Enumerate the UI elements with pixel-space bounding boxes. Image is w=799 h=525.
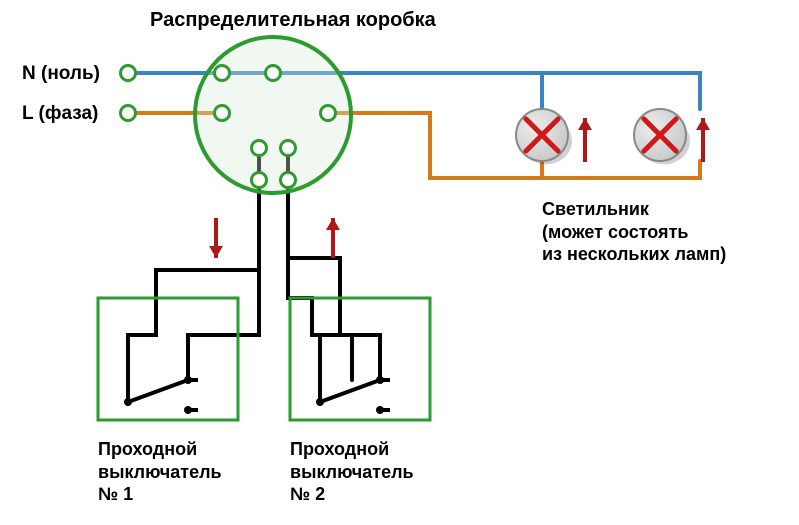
title-label: Распределительная коробка <box>150 8 436 33</box>
terminal <box>281 141 296 156</box>
terminal <box>281 173 296 188</box>
terminal <box>321 106 336 121</box>
neutral-input-label: N (ноль) <box>22 62 100 86</box>
live-input-label: L (фаза) <box>22 102 98 126</box>
terminal <box>252 141 267 156</box>
terminal <box>121 66 136 81</box>
terminal <box>266 66 281 81</box>
lamp-label: Светильник (может состоять из нескольких… <box>542 198 726 266</box>
switch1-label: Проходной выключатель № 1 <box>98 438 222 506</box>
switch2-label: Проходной выключатель № 2 <box>290 438 414 506</box>
terminal <box>215 106 230 121</box>
two-way-switch-1 <box>98 298 238 420</box>
terminal <box>121 106 136 121</box>
terminal <box>252 173 267 188</box>
two-way-switch-2 <box>290 298 430 420</box>
terminal <box>215 66 230 81</box>
